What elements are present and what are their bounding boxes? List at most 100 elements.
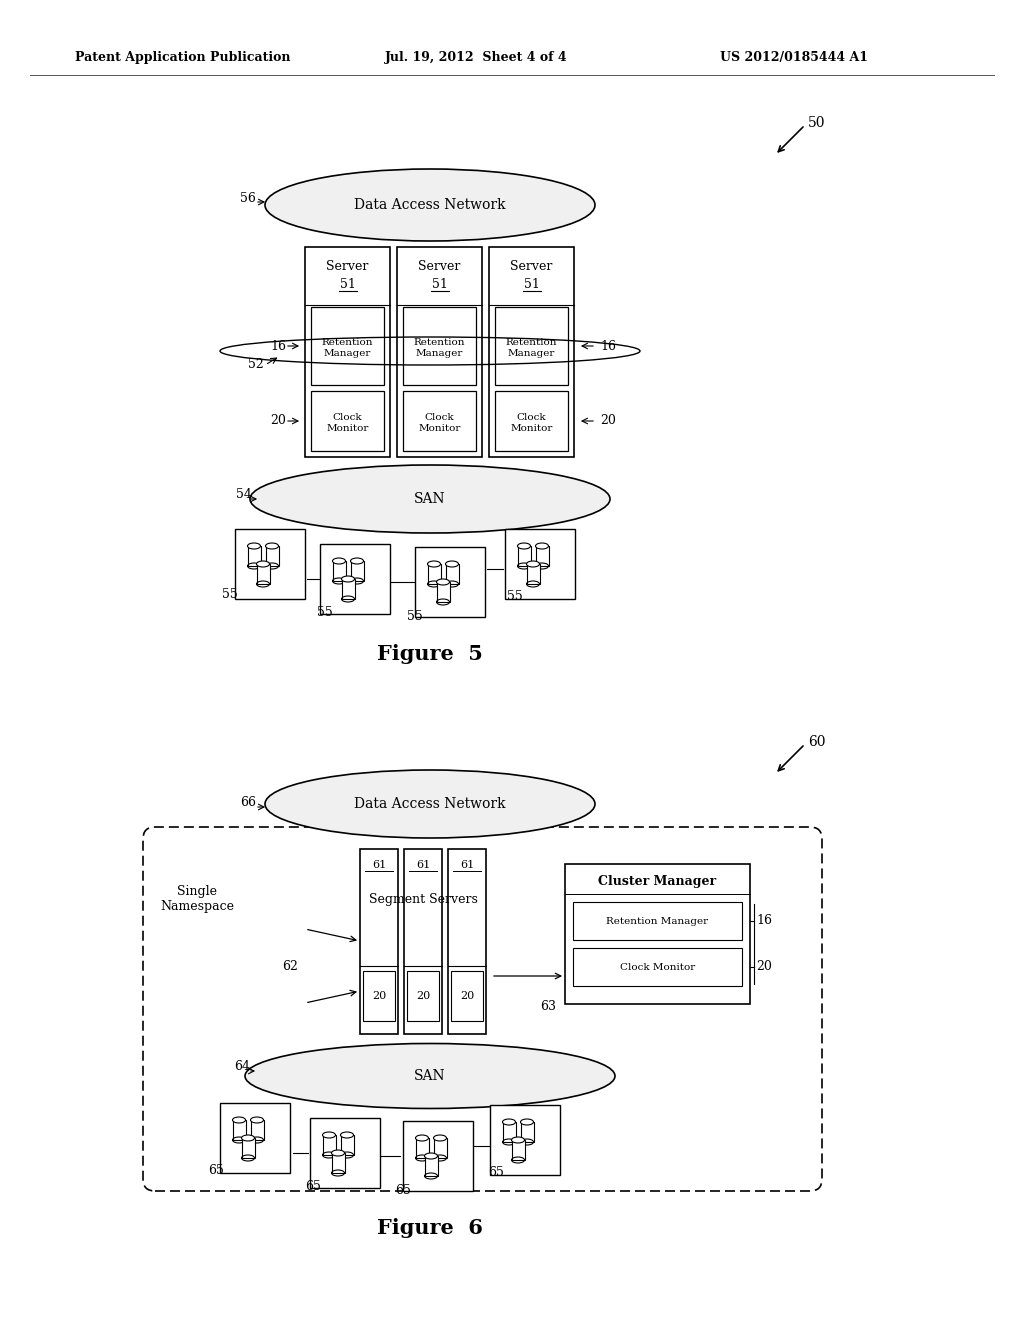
FancyBboxPatch shape	[397, 247, 482, 457]
Text: SAN: SAN	[414, 1069, 445, 1082]
Ellipse shape	[436, 579, 450, 585]
Text: 20: 20	[372, 991, 386, 1001]
FancyBboxPatch shape	[436, 582, 450, 602]
Text: Figure  5: Figure 5	[377, 644, 483, 664]
Text: 20: 20	[460, 991, 474, 1001]
FancyBboxPatch shape	[526, 564, 540, 583]
Text: 55: 55	[407, 610, 423, 623]
FancyBboxPatch shape	[573, 902, 742, 940]
Text: 51: 51	[340, 279, 355, 292]
FancyBboxPatch shape	[305, 247, 390, 457]
Ellipse shape	[416, 1135, 428, 1140]
Ellipse shape	[332, 1150, 344, 1156]
Ellipse shape	[427, 561, 440, 568]
Text: Clock
Monitor: Clock Monitor	[419, 413, 461, 433]
FancyBboxPatch shape	[403, 391, 476, 451]
FancyBboxPatch shape	[404, 849, 442, 1034]
Text: Figure  6: Figure 6	[377, 1218, 483, 1238]
Text: 16: 16	[270, 339, 286, 352]
FancyBboxPatch shape	[323, 1135, 336, 1155]
FancyBboxPatch shape	[403, 1121, 473, 1191]
Text: 61: 61	[460, 861, 474, 870]
FancyBboxPatch shape	[433, 1138, 446, 1158]
Ellipse shape	[517, 543, 530, 549]
Text: 65: 65	[395, 1184, 411, 1196]
Text: Retention
Manager: Retention Manager	[322, 338, 374, 358]
Ellipse shape	[242, 1135, 255, 1140]
Text: 20: 20	[756, 961, 772, 974]
Text: Cluster Manager: Cluster Manager	[598, 875, 717, 888]
FancyBboxPatch shape	[449, 849, 486, 1034]
FancyBboxPatch shape	[362, 972, 395, 1020]
FancyBboxPatch shape	[311, 391, 384, 451]
Ellipse shape	[341, 576, 354, 582]
Ellipse shape	[433, 1135, 446, 1140]
FancyBboxPatch shape	[416, 1138, 428, 1158]
Text: 54: 54	[236, 487, 252, 500]
Ellipse shape	[445, 561, 459, 568]
FancyBboxPatch shape	[490, 1105, 560, 1175]
FancyBboxPatch shape	[332, 1152, 344, 1173]
Text: 61: 61	[372, 861, 386, 870]
FancyBboxPatch shape	[536, 546, 549, 566]
FancyBboxPatch shape	[512, 1140, 524, 1160]
FancyBboxPatch shape	[256, 564, 269, 583]
Ellipse shape	[265, 169, 595, 242]
FancyBboxPatch shape	[505, 529, 575, 599]
Ellipse shape	[512, 1137, 524, 1143]
FancyBboxPatch shape	[520, 1122, 534, 1142]
Ellipse shape	[323, 1133, 336, 1138]
FancyBboxPatch shape	[427, 564, 440, 583]
Text: 16: 16	[600, 339, 616, 352]
Text: 51: 51	[431, 279, 447, 292]
Text: 65: 65	[305, 1180, 321, 1192]
Text: Server: Server	[419, 260, 461, 273]
FancyBboxPatch shape	[311, 308, 384, 385]
Ellipse shape	[232, 1117, 246, 1123]
Text: 62: 62	[282, 960, 298, 973]
Text: Server: Server	[510, 260, 553, 273]
Text: 61: 61	[416, 861, 430, 870]
Ellipse shape	[520, 1119, 534, 1125]
Ellipse shape	[250, 465, 610, 533]
Text: 16: 16	[756, 915, 772, 928]
FancyBboxPatch shape	[248, 546, 260, 566]
FancyBboxPatch shape	[310, 1118, 380, 1188]
FancyBboxPatch shape	[333, 561, 345, 581]
Text: 20: 20	[270, 414, 286, 428]
Ellipse shape	[350, 558, 364, 564]
Text: 56: 56	[240, 191, 256, 205]
FancyBboxPatch shape	[319, 544, 390, 614]
FancyBboxPatch shape	[265, 546, 279, 566]
FancyBboxPatch shape	[407, 972, 439, 1020]
FancyBboxPatch shape	[495, 391, 568, 451]
Text: 50: 50	[808, 116, 825, 129]
Text: Data Access Network: Data Access Network	[354, 797, 506, 810]
Ellipse shape	[526, 561, 540, 568]
Text: Data Access Network: Data Access Network	[354, 198, 506, 213]
Text: 65: 65	[208, 1163, 224, 1176]
Text: 20: 20	[600, 414, 615, 428]
Text: 51: 51	[523, 279, 540, 292]
Ellipse shape	[425, 1152, 437, 1159]
Text: Retention
Manager: Retention Manager	[506, 338, 557, 358]
Text: Jul. 19, 2012  Sheet 4 of 4: Jul. 19, 2012 Sheet 4 of 4	[385, 51, 567, 65]
Text: US 2012/0185444 A1: US 2012/0185444 A1	[720, 51, 868, 65]
Ellipse shape	[248, 543, 260, 549]
Ellipse shape	[333, 558, 345, 564]
Text: 65: 65	[488, 1167, 504, 1180]
FancyBboxPatch shape	[234, 529, 305, 599]
FancyBboxPatch shape	[341, 579, 354, 599]
FancyBboxPatch shape	[451, 972, 483, 1020]
Ellipse shape	[536, 543, 549, 549]
Text: 52: 52	[248, 359, 264, 371]
FancyBboxPatch shape	[489, 247, 574, 457]
Ellipse shape	[245, 1044, 615, 1109]
FancyBboxPatch shape	[517, 546, 530, 566]
Text: Retention Manager: Retention Manager	[606, 916, 709, 925]
Text: 66: 66	[240, 796, 256, 808]
Text: Segment Servers: Segment Servers	[369, 892, 477, 906]
FancyBboxPatch shape	[573, 948, 742, 986]
Text: Clock
Monitor: Clock Monitor	[327, 413, 369, 433]
Text: Single
Namespace: Single Namespace	[160, 884, 234, 913]
